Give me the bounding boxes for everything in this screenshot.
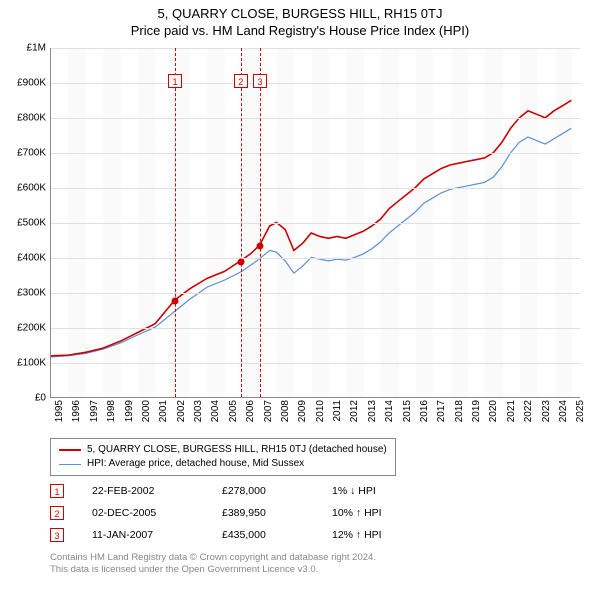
x-axis-label: 2009 — [297, 400, 308, 422]
x-axis-label: 1996 — [71, 400, 82, 422]
x-axis-label: 2019 — [471, 400, 482, 422]
footer: Contains HM Land Registry data © Crown c… — [50, 552, 376, 577]
chart-subtitle: Price paid vs. HM Land Registry's House … — [0, 23, 600, 38]
gridline — [51, 48, 580, 49]
gridline — [51, 328, 580, 329]
legend-item: 5, QUARRY CLOSE, BURGESS HILL, RH15 0TJ … — [59, 443, 387, 457]
x-axis-label: 2004 — [210, 400, 221, 422]
transaction-marker: 2 — [50, 506, 64, 520]
x-axis-label: 2007 — [263, 400, 274, 422]
legend-swatch — [59, 449, 81, 451]
x-axis-label: 2016 — [419, 400, 430, 422]
x-axis-label: 1999 — [124, 400, 135, 422]
event-line — [175, 48, 176, 397]
x-axis-label: 1995 — [54, 400, 65, 422]
x-axis-label: 2010 — [315, 400, 326, 422]
series-line — [51, 100, 571, 355]
x-axis-label: 2013 — [367, 400, 378, 422]
y-axis-label: £400K — [17, 253, 46, 264]
x-axis-label: 2023 — [541, 400, 552, 422]
gridline — [51, 223, 580, 224]
x-axis-label: 2002 — [176, 400, 187, 422]
gridline — [51, 83, 580, 84]
transaction-marker: 3 — [50, 528, 64, 542]
x-axis-label: 2017 — [436, 400, 447, 422]
transaction-hpi: 12% ↑ HPI — [332, 529, 432, 541]
gridline — [51, 363, 580, 364]
transaction-row: 1 22-FEB-2002£278,0001% ↓ HPI — [50, 480, 432, 502]
x-axis-label: 2008 — [280, 400, 291, 422]
x-axis-label: 2003 — [193, 400, 204, 422]
event-line — [241, 48, 242, 397]
x-axis-label: 2000 — [141, 400, 152, 422]
x-axis-label: 2011 — [332, 400, 343, 422]
event-marker-box: 1 — [168, 74, 182, 88]
x-axis-label: 2021 — [506, 400, 517, 422]
transaction-price: £278,000 — [222, 485, 332, 497]
y-axis-label: £0 — [35, 393, 46, 404]
event-marker-box: 3 — [253, 74, 267, 88]
y-axis-label: £300K — [17, 288, 46, 299]
y-axis-label: £1M — [27, 43, 46, 54]
legend-swatch — [59, 464, 81, 465]
y-axis-label: £900K — [17, 78, 46, 89]
legend-label: 5, QUARRY CLOSE, BURGESS HILL, RH15 0TJ … — [87, 443, 387, 457]
y-axis-label: £500K — [17, 218, 46, 229]
transaction-date: 02-DEC-2005 — [92, 507, 222, 519]
x-axis-label: 1998 — [106, 400, 117, 422]
event-dot — [237, 258, 244, 265]
y-axis-label: £600K — [17, 183, 46, 194]
y-axis-label: £800K — [17, 113, 46, 124]
gridline — [51, 118, 580, 119]
x-axis-label: 2014 — [384, 400, 395, 422]
x-axis-label: 2001 — [158, 400, 169, 422]
transaction-hpi: 10% ↑ HPI — [332, 507, 432, 519]
x-axis-label: 2024 — [558, 400, 569, 422]
event-marker-box: 2 — [234, 74, 248, 88]
x-axis-label: 2025 — [575, 400, 586, 422]
transaction-table: 1 22-FEB-2002£278,0001% ↓ HPI 2 02-DEC-2005… — [50, 480, 432, 546]
legend-item: HPI: Average price, detached house, Mid … — [59, 457, 387, 471]
transaction-marker: 1 — [50, 484, 64, 498]
x-axis-label: 2012 — [349, 400, 360, 422]
transaction-hpi: 1% ↓ HPI — [332, 485, 432, 497]
y-axis-label: £200K — [17, 323, 46, 334]
footer-line-1: Contains HM Land Registry data © Crown c… — [50, 552, 376, 564]
event-line — [260, 48, 261, 397]
x-axis-label: 2006 — [245, 400, 256, 422]
event-dot — [172, 297, 179, 304]
x-axis-label: 2022 — [523, 400, 534, 422]
transaction-row: 2 02-DEC-2005£389,95010% ↑ HPI — [50, 502, 432, 524]
gridline — [51, 153, 580, 154]
gridline — [51, 258, 580, 259]
footer-line-2: This data is licensed under the Open Gov… — [50, 564, 376, 576]
x-axis-label: 2015 — [402, 400, 413, 422]
title-block: 5, QUARRY CLOSE, BURGESS HILL, RH15 0TJ … — [0, 0, 600, 38]
legend: 5, QUARRY CLOSE, BURGESS HILL, RH15 0TJ … — [50, 438, 396, 476]
plot-area: £0£100K£200K£300K£400K£500K£600K£700K£80… — [50, 48, 580, 398]
legend-label: HPI: Average price, detached house, Mid … — [87, 457, 304, 471]
transaction-price: £435,000 — [222, 529, 332, 541]
transaction-date: 11-JAN-2007 — [92, 529, 222, 541]
x-axis-label: 2005 — [228, 400, 239, 422]
chart-container: 5, QUARRY CLOSE, BURGESS HILL, RH15 0TJ … — [0, 0, 600, 590]
transaction-price: £389,950 — [222, 507, 332, 519]
event-dot — [257, 242, 264, 249]
y-axis-label: £100K — [17, 358, 46, 369]
gridline — [51, 293, 580, 294]
y-axis-label: £700K — [17, 148, 46, 159]
gridline — [51, 188, 580, 189]
chart-title: 5, QUARRY CLOSE, BURGESS HILL, RH15 0TJ — [0, 6, 600, 21]
series-line — [51, 128, 571, 357]
transaction-date: 22-FEB-2002 — [92, 485, 222, 497]
x-axis-label: 2020 — [488, 400, 499, 422]
x-axis-label: 2018 — [454, 400, 465, 422]
x-axis-label: 1997 — [89, 400, 100, 422]
transaction-row: 3 11-JAN-2007£435,00012% ↑ HPI — [50, 524, 432, 546]
